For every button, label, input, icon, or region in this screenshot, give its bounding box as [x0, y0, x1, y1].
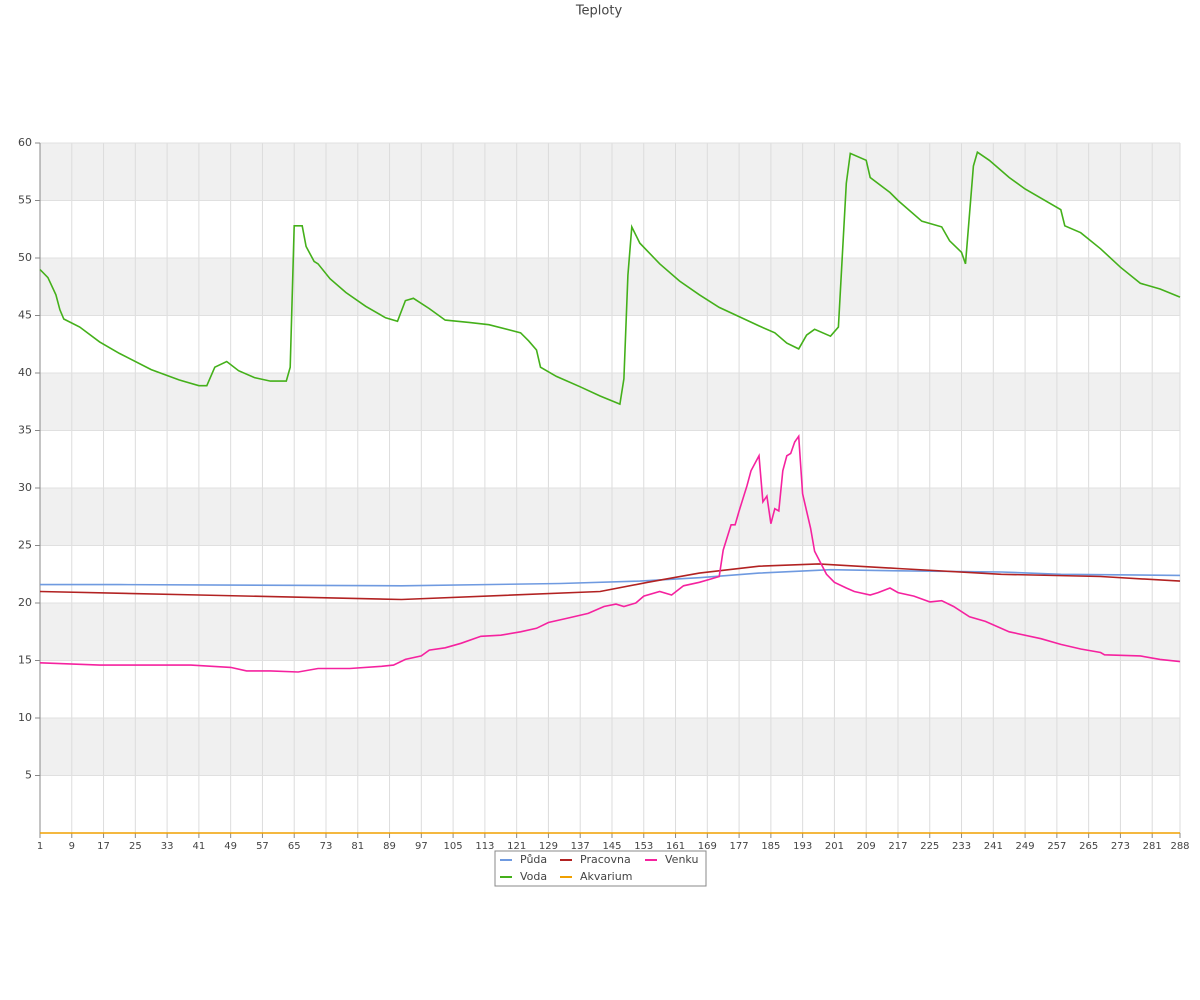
legend-box	[494, 850, 707, 887]
y-tick-label: 35	[18, 424, 32, 437]
x-tick-label: 9	[69, 841, 75, 852]
x-tick-label: 161	[666, 841, 685, 852]
x-tick-label: 113	[475, 841, 494, 852]
x-tick-label: 241	[984, 841, 1003, 852]
legend-label: Pracovna	[580, 853, 631, 866]
x-tick-label: 81	[351, 841, 364, 852]
legend-label: Voda	[520, 870, 547, 883]
grid-band	[40, 258, 1180, 316]
legend-label: Akvarium	[580, 870, 632, 883]
x-tick-label: 89	[383, 841, 396, 852]
x-tick-label: 105	[444, 841, 463, 852]
series-line	[40, 568, 1181, 587]
y-tick-label: 45	[18, 309, 32, 322]
x-tick-label: 225	[920, 841, 939, 852]
x-tick-label: 137	[571, 841, 590, 852]
y-tick-label: 40	[18, 366, 32, 379]
x-tick-label: 273	[1111, 841, 1130, 852]
series-line	[39, 433, 1181, 673]
x-tick-label: 233	[952, 841, 971, 852]
x-tick-label: 145	[602, 841, 621, 852]
grid-band	[40, 143, 1180, 201]
x-tick-label: 25	[129, 841, 142, 852]
x-tick-label: 257	[1047, 841, 1066, 852]
x-tick-label: 17	[97, 841, 110, 852]
y-tick-label: 15	[18, 654, 32, 667]
x-tick-label: 185	[761, 841, 780, 852]
x-tick-label: 129	[539, 841, 558, 852]
series-line	[39, 150, 1181, 406]
x-tick-label: 1	[37, 841, 43, 852]
x-tick-label: 193	[793, 841, 812, 852]
x-tick-label: 281	[1143, 841, 1162, 852]
legend-label: Půda	[520, 853, 547, 866]
x-tick-label: 49	[224, 841, 237, 852]
y-tick-label: 25	[18, 539, 32, 552]
y-tick-label: 30	[18, 481, 32, 494]
x-tick-label: 153	[634, 841, 653, 852]
x-tick-label: 265	[1079, 841, 1098, 852]
x-tick-label: 288	[1170, 841, 1189, 852]
x-tick-label: 33	[161, 841, 174, 852]
x-tick-label: 217	[888, 841, 907, 852]
y-tick-label: 50	[18, 251, 32, 264]
x-tick-label: 209	[857, 841, 876, 852]
y-tick-label: 10	[18, 711, 32, 724]
x-tick-label: 249	[1016, 841, 1035, 852]
x-tick-label: 121	[507, 841, 526, 852]
x-tick-label: 41	[193, 841, 206, 852]
y-tick-label: 20	[18, 596, 32, 609]
x-tick-label: 201	[825, 841, 844, 852]
y-tick-label: 60	[18, 136, 32, 149]
y-tick-label: 55	[18, 194, 32, 207]
x-tick-label: 169	[698, 841, 717, 852]
x-tick-label: 97	[415, 841, 428, 852]
x-tick-label: 73	[320, 841, 333, 852]
x-tick-label: 57	[256, 841, 269, 852]
grid-band	[40, 718, 1180, 776]
chart-title: Teploty	[575, 4, 623, 19]
y-tick-label: 5	[25, 769, 32, 782]
legend-label: Venku	[665, 853, 698, 866]
x-tick-label: 177	[730, 841, 749, 852]
grid-band	[40, 488, 1180, 546]
series-line	[39, 563, 1181, 601]
legend: Půda Voda Pracovna Akvarium Venku	[494, 850, 707, 887]
grid-band	[40, 373, 1180, 431]
x-tick-label: 65	[288, 841, 301, 852]
grid-band	[40, 603, 1180, 661]
